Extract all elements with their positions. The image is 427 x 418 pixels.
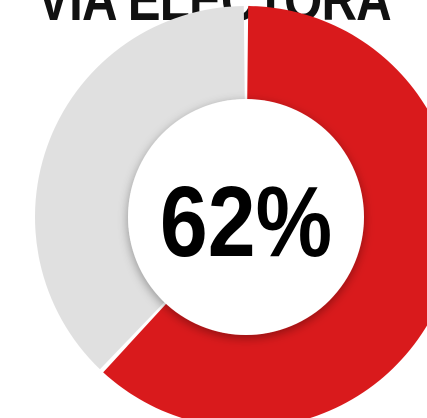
center-percentage-label: 62%: [160, 166, 332, 278]
donut-center-disc: [128, 99, 364, 335]
